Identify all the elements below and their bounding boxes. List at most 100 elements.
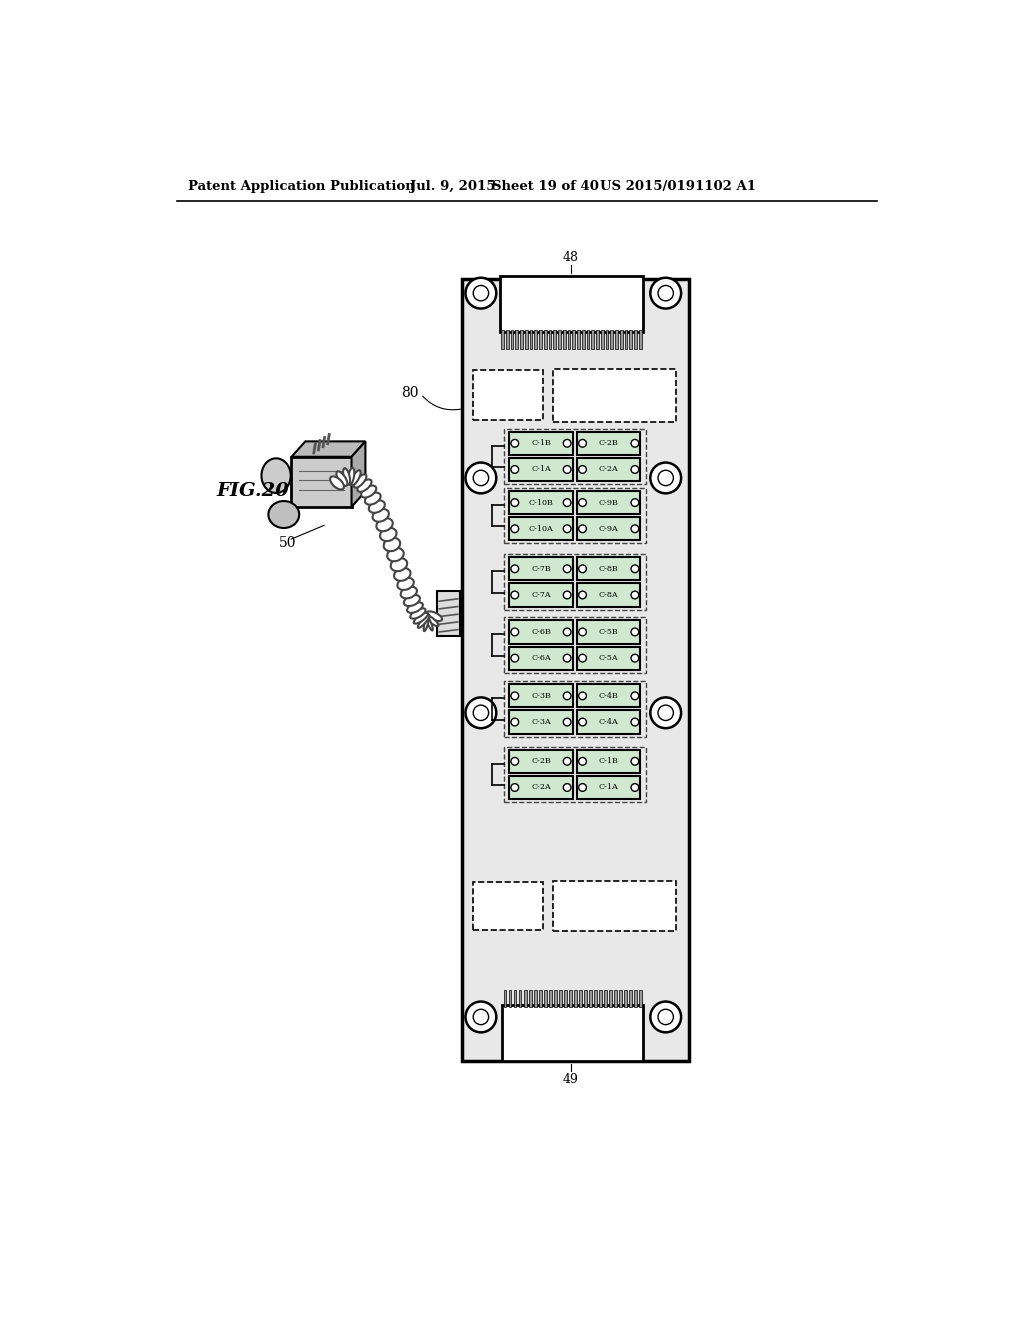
Bar xyxy=(604,990,607,1007)
Bar xyxy=(634,330,637,348)
Bar xyxy=(509,458,572,480)
Ellipse shape xyxy=(361,486,376,498)
Ellipse shape xyxy=(348,467,354,484)
Ellipse shape xyxy=(425,615,438,626)
Circle shape xyxy=(631,525,639,532)
Text: Sheet 19 of 40: Sheet 19 of 40 xyxy=(493,181,599,194)
Bar xyxy=(549,330,551,348)
Bar xyxy=(578,620,640,644)
Bar xyxy=(544,990,547,1007)
Circle shape xyxy=(579,784,587,792)
Circle shape xyxy=(563,499,571,507)
Bar xyxy=(509,557,572,581)
Bar xyxy=(609,990,612,1007)
Circle shape xyxy=(631,784,639,792)
Bar xyxy=(525,330,527,348)
Bar xyxy=(614,990,617,1007)
Text: C-2B: C-2B xyxy=(531,758,551,766)
Bar xyxy=(615,330,617,348)
Circle shape xyxy=(658,470,674,486)
Bar xyxy=(630,330,632,348)
Circle shape xyxy=(579,718,587,726)
Circle shape xyxy=(650,277,681,309)
Bar xyxy=(578,583,640,607)
Text: US 2015/0191102 A1: US 2015/0191102 A1 xyxy=(600,181,757,194)
Bar xyxy=(509,750,572,774)
Circle shape xyxy=(511,784,518,792)
Ellipse shape xyxy=(351,470,360,486)
Ellipse shape xyxy=(425,615,433,631)
Circle shape xyxy=(631,758,639,766)
Ellipse shape xyxy=(357,479,372,492)
Bar xyxy=(509,517,572,540)
Bar xyxy=(578,776,640,799)
Bar xyxy=(625,990,627,1007)
Polygon shape xyxy=(351,441,366,507)
Circle shape xyxy=(473,705,488,721)
Bar xyxy=(599,990,602,1007)
Bar xyxy=(563,330,565,348)
Bar xyxy=(578,684,640,708)
Ellipse shape xyxy=(400,586,417,598)
Circle shape xyxy=(466,277,497,309)
Circle shape xyxy=(563,565,571,573)
Ellipse shape xyxy=(384,537,400,552)
Bar xyxy=(572,330,575,348)
Bar xyxy=(437,591,460,636)
Circle shape xyxy=(511,655,518,663)
Circle shape xyxy=(631,499,639,507)
Bar xyxy=(620,990,623,1007)
Circle shape xyxy=(579,628,587,636)
Circle shape xyxy=(650,697,681,729)
Bar xyxy=(639,330,642,348)
Ellipse shape xyxy=(418,615,429,628)
Bar xyxy=(578,330,580,348)
Ellipse shape xyxy=(426,611,442,620)
Ellipse shape xyxy=(373,510,389,521)
Text: C-4B: C-4B xyxy=(599,692,618,700)
Bar xyxy=(630,990,632,1007)
Circle shape xyxy=(658,1010,674,1024)
Circle shape xyxy=(511,525,518,532)
Bar xyxy=(501,330,504,348)
Bar xyxy=(519,990,521,1007)
Bar xyxy=(554,990,557,1007)
Circle shape xyxy=(631,692,639,700)
Circle shape xyxy=(579,565,587,573)
Text: 50: 50 xyxy=(280,536,297,550)
Circle shape xyxy=(563,758,571,766)
Circle shape xyxy=(511,499,518,507)
Circle shape xyxy=(563,628,571,636)
Bar xyxy=(625,330,628,348)
Text: C-3B: C-3B xyxy=(531,692,551,700)
Circle shape xyxy=(650,1002,681,1032)
Circle shape xyxy=(473,470,488,486)
Text: 48: 48 xyxy=(563,251,579,264)
Text: C-5B: C-5B xyxy=(599,628,618,636)
Text: Jul. 9, 2015: Jul. 9, 2015 xyxy=(410,181,496,194)
Text: FIG.20: FIG.20 xyxy=(217,482,290,500)
Bar xyxy=(594,990,597,1007)
Bar xyxy=(506,330,509,348)
Bar xyxy=(582,330,585,348)
Circle shape xyxy=(579,440,587,447)
Bar xyxy=(578,491,640,515)
Bar xyxy=(559,990,562,1007)
Circle shape xyxy=(579,655,587,663)
Ellipse shape xyxy=(369,500,385,512)
Ellipse shape xyxy=(336,471,347,486)
Circle shape xyxy=(563,718,571,726)
Ellipse shape xyxy=(403,595,420,606)
Circle shape xyxy=(563,591,571,599)
Ellipse shape xyxy=(354,474,367,487)
Bar xyxy=(569,990,571,1007)
Circle shape xyxy=(658,705,674,721)
Bar xyxy=(504,747,646,803)
Circle shape xyxy=(579,591,587,599)
Bar xyxy=(529,330,532,348)
Bar xyxy=(520,330,523,348)
Ellipse shape xyxy=(390,558,408,572)
Bar xyxy=(639,990,642,1007)
Bar xyxy=(578,517,640,540)
Circle shape xyxy=(511,591,518,599)
